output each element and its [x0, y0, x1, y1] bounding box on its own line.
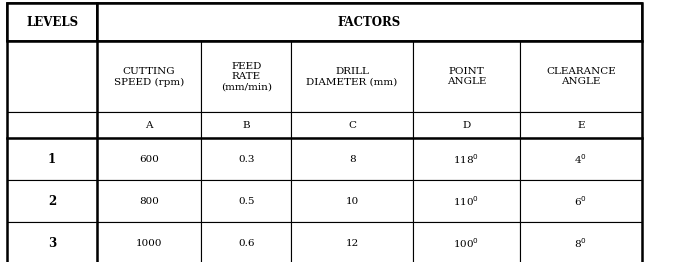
- Text: 0.3: 0.3: [238, 155, 255, 164]
- Text: 600: 600: [139, 155, 159, 164]
- Text: 1: 1: [48, 153, 56, 166]
- Bar: [201, 180, 291, 222]
- Text: CLEARANCE
ANGLE: CLEARANCE ANGLE: [546, 67, 616, 86]
- Text: FEED
RATE
(mm/min): FEED RATE (mm/min): [221, 62, 272, 92]
- Bar: [7, 222, 97, 262]
- Bar: [201, 112, 291, 138]
- Text: 8: 8: [349, 155, 355, 164]
- Bar: [97, 138, 201, 180]
- Bar: [291, 41, 413, 112]
- Bar: [97, 180, 201, 222]
- Text: 3: 3: [48, 237, 57, 250]
- Bar: [520, 222, 642, 262]
- Bar: [520, 138, 642, 180]
- Text: 6$^0$: 6$^0$: [575, 194, 587, 208]
- Text: C: C: [348, 121, 356, 130]
- Text: 4$^0$: 4$^0$: [575, 152, 587, 166]
- Text: 0.5: 0.5: [238, 197, 255, 206]
- Bar: [520, 180, 642, 222]
- Text: 118$^0$: 118$^0$: [454, 152, 479, 166]
- Bar: [7, 41, 97, 112]
- Bar: [291, 180, 413, 222]
- Bar: [97, 222, 201, 262]
- Bar: [413, 180, 520, 222]
- Bar: [7, 138, 97, 180]
- Bar: [201, 41, 291, 112]
- Text: DRILL
DIAMETER (mm): DRILL DIAMETER (mm): [306, 67, 398, 86]
- Text: CUTTING
SPEED (rpm): CUTTING SPEED (rpm): [114, 67, 185, 86]
- Text: 110$^0$: 110$^0$: [454, 194, 479, 208]
- Bar: [291, 138, 413, 180]
- Bar: [413, 112, 520, 138]
- Text: D: D: [462, 121, 471, 130]
- Text: 10: 10: [345, 197, 359, 206]
- Text: 12: 12: [345, 239, 359, 248]
- Bar: [7, 3, 97, 41]
- Bar: [7, 180, 97, 222]
- Bar: [201, 138, 291, 180]
- Text: 0.6: 0.6: [238, 239, 255, 248]
- Text: LEVELS: LEVELS: [26, 15, 78, 29]
- Bar: [520, 112, 642, 138]
- Text: E: E: [577, 121, 585, 130]
- Text: A: A: [145, 121, 153, 130]
- Bar: [291, 112, 413, 138]
- Bar: [97, 41, 201, 112]
- Text: 2: 2: [48, 195, 57, 208]
- Text: POINT
ANGLE: POINT ANGLE: [447, 67, 486, 86]
- Bar: [413, 138, 520, 180]
- Text: 8$^0$: 8$^0$: [575, 237, 587, 250]
- Bar: [413, 222, 520, 262]
- Bar: [7, 112, 97, 138]
- Text: 1000: 1000: [136, 239, 162, 248]
- Text: B: B: [242, 121, 250, 130]
- Bar: [97, 112, 201, 138]
- Bar: [97, 3, 642, 41]
- Text: 800: 800: [139, 197, 159, 206]
- Bar: [413, 41, 520, 112]
- Bar: [201, 222, 291, 262]
- Bar: [291, 222, 413, 262]
- Text: 100$^0$: 100$^0$: [454, 237, 479, 250]
- Text: FACTORS: FACTORS: [338, 15, 401, 29]
- Bar: [520, 41, 642, 112]
